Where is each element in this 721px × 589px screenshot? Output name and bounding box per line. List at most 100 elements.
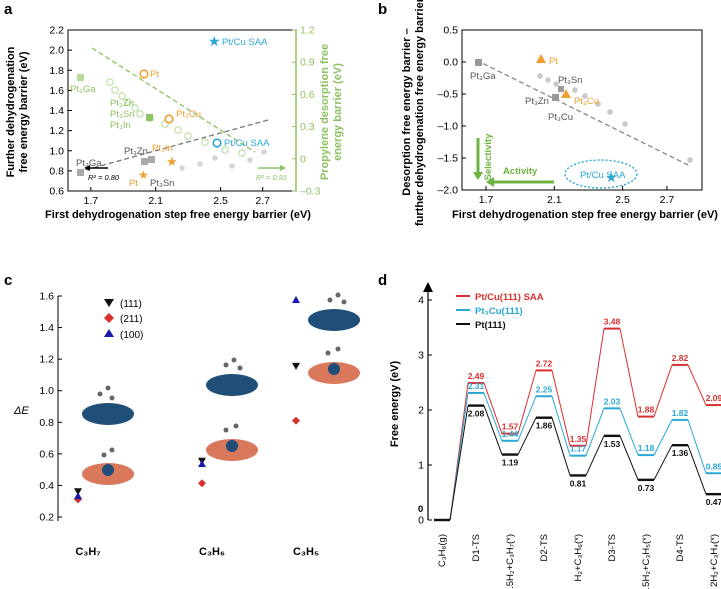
value-label-2-2: 1.19 — [502, 458, 519, 468]
y-tick-label: –0.5 — [438, 89, 459, 101]
bg-point — [221, 146, 229, 154]
bg-point — [582, 93, 588, 99]
y-tick-label: 2.2 — [49, 25, 64, 37]
y-tick-label: 0.8 — [39, 417, 54, 429]
panel-d-lines — [434, 327, 721, 522]
bg-point — [118, 92, 126, 100]
y-tick-label: –2.0 — [438, 185, 459, 197]
y2-tick-label: 1.2 — [300, 25, 315, 37]
panel-a-trend-right — [91, 47, 256, 153]
panel-b-y-ticks: 0.5 0.0 –0.5 –1.0 –1.5 –2.0 — [438, 25, 466, 197]
legend-d-pt3cu: Pt₃Cu(111) — [475, 306, 523, 317]
value-label-2-3: 1.86 — [536, 421, 553, 431]
arrow-right-head — [280, 165, 286, 171]
slab-shape — [308, 309, 360, 331]
bg-point — [553, 81, 559, 87]
y2-tick-label: 0 — [300, 153, 306, 165]
category-label: D2-TS — [539, 534, 550, 561]
x-tick-label: 2.7 — [255, 195, 270, 207]
marker-211-1 — [198, 479, 206, 488]
legend-211: (211) — [120, 314, 143, 325]
connector-1-4 — [585, 408, 605, 456]
panel-a-y2label-1: Propylene desorption free — [319, 44, 331, 180]
bg-point — [247, 157, 253, 163]
x-tick-label: 2.1 — [547, 194, 562, 206]
panel-c-ylabel: ΔE — [13, 405, 29, 417]
y-tick-label: 1.0 — [39, 385, 54, 397]
label-pt3cu-top: Pt₃Cu — [176, 109, 201, 120]
adsorbate-atom — [335, 346, 341, 352]
point-b-pt3sn — [558, 86, 564, 92]
slab-illustration-c3h6-bottom — [206, 423, 258, 461]
point-ptcu-saa-circle — [212, 138, 222, 148]
value-label-1-5: 2.03 — [604, 396, 621, 406]
category-label: 0.5H₂+C₃H₇(*) — [505, 534, 516, 589]
legend-111: (111) — [120, 299, 142, 310]
bg-point — [131, 104, 139, 112]
label-b-pt3cu-orange: Pt₃Cu — [574, 96, 599, 107]
category-label: C₃H₅ — [293, 546, 319, 558]
value-label-2-6: 0.73 — [638, 483, 655, 493]
r2-right: R² = 0.91 — [256, 173, 287, 182]
panel-d-ylabel: Free energy (eV) — [389, 361, 401, 448]
bg-point — [212, 155, 218, 161]
connector-0-5 — [619, 328, 639, 417]
panel-letter-c: c — [4, 272, 12, 289]
y-tick-label: 0.2 — [39, 512, 54, 524]
legend-100: (100) — [120, 330, 143, 341]
label-activity: Activity — [503, 166, 538, 177]
connector-1-1 — [483, 392, 503, 441]
bg-point — [136, 110, 144, 118]
bg-point — [545, 77, 551, 83]
connector-0-2 — [517, 370, 537, 434]
label-pt-bot: Pt — [129, 178, 138, 189]
y-tick-label: 0.4 — [39, 480, 54, 492]
panel-letter-d: d — [378, 272, 387, 289]
connector-2-5 — [619, 435, 639, 481]
point-pt3zn-green — [146, 114, 153, 121]
x-tick-label: 2.5 — [213, 195, 228, 207]
value-label-0-1: 2.49 — [468, 371, 485, 381]
point-b-pt3ga — [475, 59, 482, 66]
value-label-2-1: 2.08 — [468, 409, 485, 419]
y-tick-label: 0.8 — [49, 165, 64, 177]
label-selectivity: Selectivity — [483, 133, 494, 181]
panel-d-y-arrowhead — [423, 282, 433, 292]
value-label-2-5: 1.53 — [604, 439, 621, 449]
panel-letter-a: a — [4, 1, 13, 18]
y-tick-label: 0.0 — [443, 57, 458, 69]
y-tick-label: 1.6 — [49, 85, 64, 97]
bg-point — [201, 138, 209, 146]
point-ptcu-saa-star: ★ — [208, 33, 221, 49]
label-ptcu-saa-top: Pt/Cu SAA — [222, 37, 268, 48]
category-label: 2H₂+C₃H₄(*) — [709, 534, 720, 587]
label-pt3ga-top: Pt₃Ga — [70, 84, 96, 95]
value-label-1-8: 0.85 — [706, 461, 721, 471]
connector-0-4 — [585, 328, 605, 446]
y-tick-label: 3 — [418, 350, 424, 362]
panel-a-x-ticks: 1.7 2.1 2.5 2.7 — [83, 187, 270, 207]
legend-d-pt: Pt(111) — [475, 320, 506, 331]
bg-point — [184, 132, 192, 140]
marker-100-2 — [292, 296, 300, 304]
connector-0-3 — [551, 370, 571, 446]
marker-111-0 — [74, 488, 82, 496]
point-pt-orange-star: ★ — [138, 168, 149, 182]
panel-c-marks — [74, 296, 300, 504]
value-label-1-1: 2.31 — [468, 381, 485, 391]
point-pt-orange-circle — [139, 69, 149, 79]
y-tick-label: 0.6 — [49, 186, 64, 198]
y2-tick-label: 0.3 — [300, 121, 315, 133]
point-b-pt3in — [552, 94, 559, 101]
adsorbate-atom — [231, 357, 237, 363]
value-label-1-2: 1.44 — [502, 429, 519, 439]
y-tick-label: 2.0 — [49, 45, 64, 57]
bg-point — [197, 161, 203, 167]
r2-left: R² = 0.80 — [88, 173, 120, 182]
bg-point — [687, 157, 693, 163]
panel-d: d 0 1 2 3 4 2.49 1.57 2.72 1.35 3.48 1.88 2.82 2.09… — [378, 272, 721, 589]
panel-a-ylabel-2: free energy barrier (eV) — [18, 51, 30, 172]
panel-c-y-ticks: 0.2 0.4 0.6 0.8 1.0 1.2 1.4 1.6 — [39, 291, 62, 524]
label-pt3in-bot: Pt₃In — [152, 143, 173, 154]
